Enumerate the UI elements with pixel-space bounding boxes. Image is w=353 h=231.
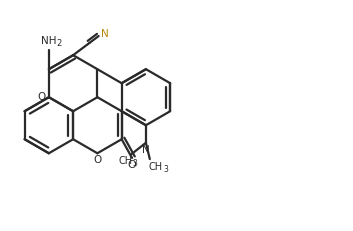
Text: O: O xyxy=(38,92,46,102)
Text: 3: 3 xyxy=(163,165,168,174)
Text: 3: 3 xyxy=(133,159,137,168)
Text: N: N xyxy=(142,145,150,155)
Text: CH: CH xyxy=(149,162,163,172)
Text: NH: NH xyxy=(41,36,56,46)
Text: O: O xyxy=(93,155,102,165)
Text: N: N xyxy=(101,30,109,40)
Text: CH: CH xyxy=(118,156,132,166)
Text: O: O xyxy=(128,160,136,170)
Text: 2: 2 xyxy=(57,40,62,49)
